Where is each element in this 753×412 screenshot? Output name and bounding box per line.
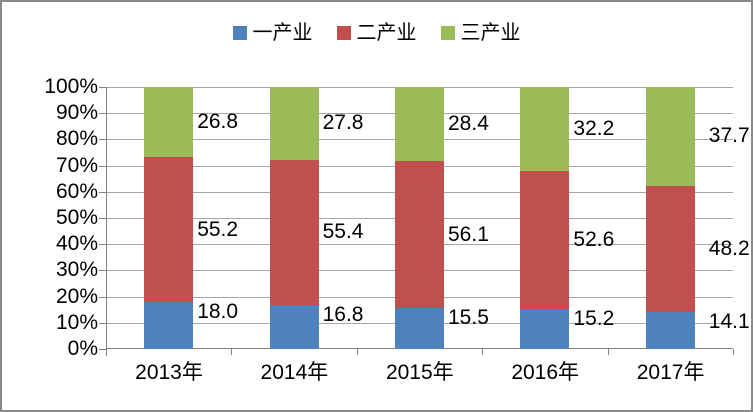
x-axis-label-2016年: 2016年	[511, 361, 580, 384]
bar-segment-三产业-2014年	[269, 87, 319, 160]
legend-label-secondary: 二产业	[356, 22, 417, 44]
data-label-二产业-2013年: 55.2	[197, 217, 239, 241]
y-axis-line	[106, 87, 107, 356]
y-axis-tick	[99, 139, 106, 141]
bar-segment-三产业-2017年	[645, 87, 695, 186]
x-axis-tick	[231, 349, 233, 355]
legend-swatch-tertiary-icon	[440, 26, 455, 40]
data-label-三产业-2014年: 27.8	[322, 111, 364, 135]
data-label-一产业-2014年: 16.8	[322, 302, 364, 326]
bar-segment-一产业-2016年	[520, 309, 570, 349]
x-axis-tick	[356, 349, 358, 355]
y-axis-tick	[99, 349, 106, 350]
y-axis-tick	[99, 165, 106, 167]
bar-segment-二产业-2013年	[144, 157, 194, 302]
data-label-一产业-2016年: 15.2	[573, 307, 615, 331]
data-label-一产业-2015年: 15.5	[448, 306, 489, 330]
data-label-三产业-2013年: 26.8	[197, 110, 239, 134]
y-axis-tick	[99, 218, 106, 219]
data-label-二产业-2015年: 56.1	[448, 222, 489, 246]
legend-item-tertiary-industry: 三产业	[440, 21, 521, 45]
y-axis-tick	[99, 322, 106, 324]
bar-segment-二产业-2017年	[645, 185, 695, 313]
x-axis-label-2017年: 2017年	[636, 361, 705, 384]
legend-item-primary-industry: 一产业	[232, 21, 313, 45]
legend-swatch-secondary-icon	[336, 26, 351, 40]
y-axis-label-40%: 40%	[55, 232, 98, 256]
bar-segment-二产业-2014年	[269, 159, 319, 305]
y-axis-tick	[99, 296, 106, 298]
y-axis-label-70%: 70%	[55, 153, 98, 177]
bar-segment-一产业-2015年	[395, 308, 444, 349]
y-axis-tick	[99, 244, 106, 246]
y-axis-tick	[99, 87, 106, 88]
y-axis-label-20%: 20%	[55, 284, 98, 308]
legend-item-secondary-industry: 二产业	[336, 21, 417, 45]
y-axis-tick	[99, 270, 106, 272]
data-label-三产业-2015年: 28.4	[448, 112, 489, 136]
y-axis-tick	[99, 191, 106, 193]
y-axis-label-90%: 90%	[55, 101, 98, 125]
x-axis-tick	[607, 349, 609, 355]
legend-label-primary: 一产业	[252, 22, 313, 44]
data-label-一产业-2017年: 14.1	[708, 310, 750, 334]
y-axis-label-80%: 80%	[55, 127, 98, 151]
y-axis-label-30%: 30%	[55, 258, 98, 282]
bar-segment-一产业-2013年	[144, 301, 194, 349]
y-axis-label-0%: 0%	[67, 337, 98, 360]
x-axis-tick	[106, 349, 107, 355]
x-axis-tick	[482, 349, 484, 355]
plot-area: 18.0 55.2 26.8 16.8 55.4 27.8 15.5 56.1 28.4 15.2…	[99, 87, 750, 356]
x-axis-label-2013年: 2013年	[135, 361, 203, 384]
data-label-二产业-2014年: 55.4	[322, 220, 364, 244]
bar-segment-二产业-2016年	[520, 171, 570, 310]
data-label-一产业-2013年: 18.0	[197, 299, 239, 323]
y-axis-label-50%: 50%	[55, 206, 98, 229]
y-axis-label-60%: 60%	[55, 179, 98, 203]
y-axis-label-10%: 10%	[55, 310, 98, 334]
bar-segment-三产业-2016年	[520, 87, 570, 172]
bar-segment-二产业-2015年	[395, 161, 444, 309]
data-label-二产业-2017年: 48.2	[708, 236, 750, 260]
bar-segment-三产业-2013年	[144, 87, 194, 158]
x-axis-tick	[733, 349, 734, 355]
x-axis-label-2014年: 2014年	[260, 361, 329, 384]
bar-segment-一产业-2017年	[645, 312, 695, 349]
legend-label-tertiary: 三产业	[460, 22, 521, 44]
data-label-三产业-2016年: 32.2	[573, 117, 615, 141]
data-label-二产业-2016年: 52.6	[573, 228, 615, 252]
legend-swatch-primary-icon	[232, 26, 247, 40]
data-label-三产业-2017年: 37.7	[708, 124, 750, 148]
bar-segment-一产业-2014年	[269, 304, 319, 349]
legend: 一产业 二产业 三产业	[2, 21, 751, 45]
bar-segment-三产业-2015年	[395, 87, 444, 162]
y-axis-label-100%: 100%	[44, 75, 98, 98]
x-axis-label-2015年: 2015年	[385, 361, 454, 384]
y-axis-tick	[99, 113, 106, 115]
